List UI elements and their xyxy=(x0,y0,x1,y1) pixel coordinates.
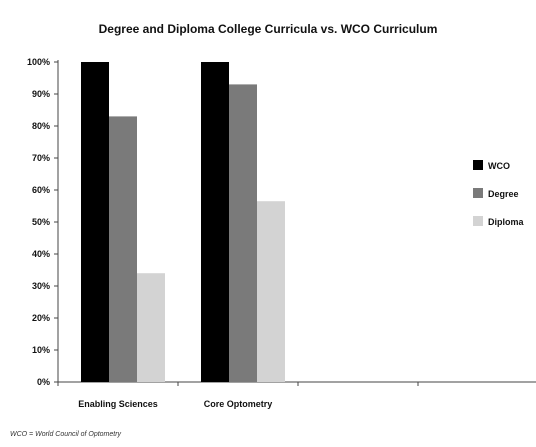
y-tick-label: 70% xyxy=(32,153,50,163)
legend: WCO Degree Diploma xyxy=(473,160,524,227)
y-tick-label: 90% xyxy=(32,89,50,99)
y-tick-label: 80% xyxy=(32,121,50,131)
bar-wco-core-optometry xyxy=(201,62,229,382)
bar-degree-enabling-sciences xyxy=(109,116,137,383)
y-tick-label: 20% xyxy=(32,313,50,323)
y-tick-label: 10% xyxy=(32,345,50,355)
legend-swatch-degree xyxy=(473,188,483,198)
y-tick-label: 40% xyxy=(32,249,50,259)
legend-label-degree: Degree xyxy=(488,189,519,199)
category-label: Enabling Sciences xyxy=(78,399,158,409)
category-labels: Enabling Sciences Core Optometry xyxy=(78,399,272,409)
y-axis-ticks: 0% 10% 20% 30% 40% 50% 60% 70% 80% 90% 100% xyxy=(27,57,58,387)
y-tick-label: 30% xyxy=(32,281,50,291)
bar-degree-core-optometry xyxy=(229,84,257,383)
chart-title: Degree and Diploma College Curricula vs.… xyxy=(98,22,438,36)
bar-diploma-core-optometry xyxy=(257,201,285,382)
bars xyxy=(81,62,285,383)
bar-wco-enabling-sciences xyxy=(81,62,109,382)
y-tick-label: 100% xyxy=(27,57,50,67)
legend-label-diploma: Diploma xyxy=(488,217,524,227)
legend-swatch-diploma xyxy=(473,216,483,226)
y-tick-label: 60% xyxy=(32,185,50,195)
y-tick-label: 0% xyxy=(37,377,50,387)
category-label: Core Optometry xyxy=(204,399,273,409)
legend-swatch-wco xyxy=(473,160,483,170)
legend-label-wco: WCO xyxy=(488,161,510,171)
bar-diploma-enabling-sciences xyxy=(137,273,165,382)
y-tick-label: 50% xyxy=(32,217,50,227)
footnote: WCO = World Council of Optometry xyxy=(10,431,122,438)
